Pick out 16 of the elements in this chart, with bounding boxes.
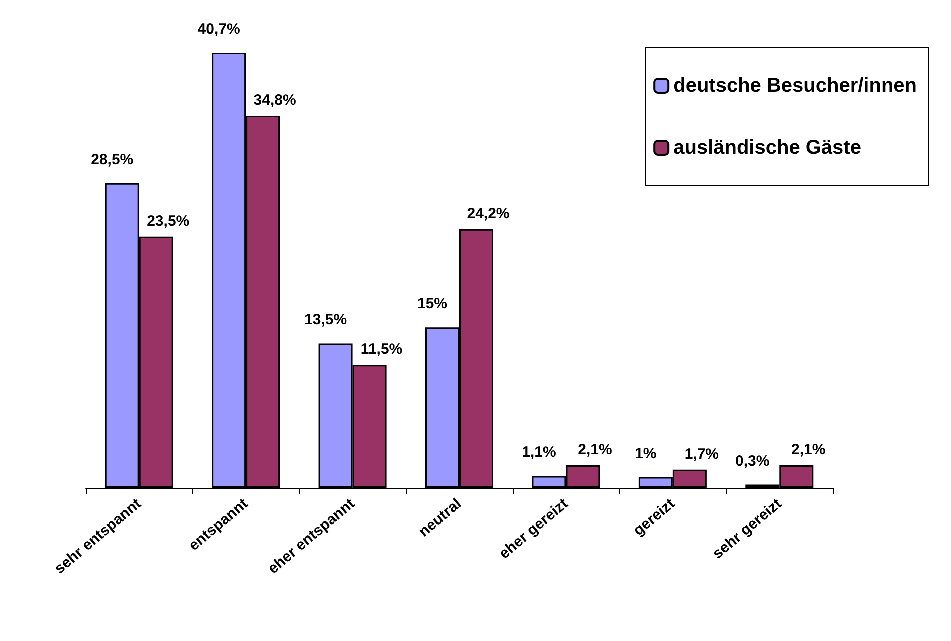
data-label: 11,5% [360, 341, 403, 358]
data-label: 23,5% [147, 212, 190, 230]
data-label: 24,2% [467, 205, 510, 222]
data-label: 13,5% [304, 312, 348, 329]
data-label: 1,1% [522, 444, 556, 462]
data-label: 2,1% [792, 442, 826, 459]
data-label: 40,7% [198, 21, 240, 38]
data-label: 28,5% [91, 151, 134, 168]
data-label: 15% [417, 296, 448, 313]
data-label: 0,3% [736, 452, 770, 470]
data-label: 1% [635, 445, 657, 462]
data-label: 34,8% [254, 92, 296, 110]
data-label: 2,1% [578, 442, 612, 459]
legend-label: deutsche Besucher/innen [674, 75, 918, 97]
legend-label: ausländische Gäste [674, 137, 862, 159]
data-label: 1,7% [684, 446, 720, 463]
